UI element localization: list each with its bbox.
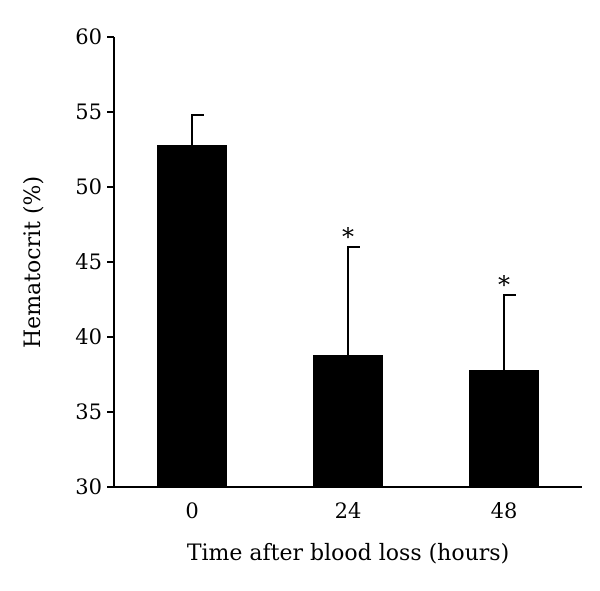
bar-group: * [313,223,383,487]
y-tick-label: 50 [75,175,102,199]
x-axis-title: Time after blood loss (hours) [187,541,509,566]
bars: ** [157,114,539,487]
y-tick-label: 45 [75,250,102,274]
x-tick-label: 24 [335,499,362,523]
x-ticks: 0 24 48 [185,499,517,523]
x-tick-label: 48 [491,499,518,523]
y-axis-title: Hematocrit (%) [21,176,46,348]
bar [157,145,227,487]
y-tick-label: 35 [75,400,102,424]
bar [469,370,539,487]
x-axis: 0 24 48 [114,486,582,523]
y-ticks: 30 35 40 45 50 55 60 [75,25,114,499]
bar [313,355,383,487]
bar-group [157,114,227,487]
bar-group: * [469,271,539,487]
x-tick-label: 0 [185,499,198,523]
y-tick-label: 55 [75,100,102,124]
y-axis: 30 35 40 45 50 55 60 [75,25,115,499]
significance-marker: * [342,223,354,251]
significance-marker: * [498,271,510,299]
y-tick-label: 30 [75,475,102,499]
y-tick-label: 40 [75,325,102,349]
y-tick-label: 60 [75,25,102,49]
